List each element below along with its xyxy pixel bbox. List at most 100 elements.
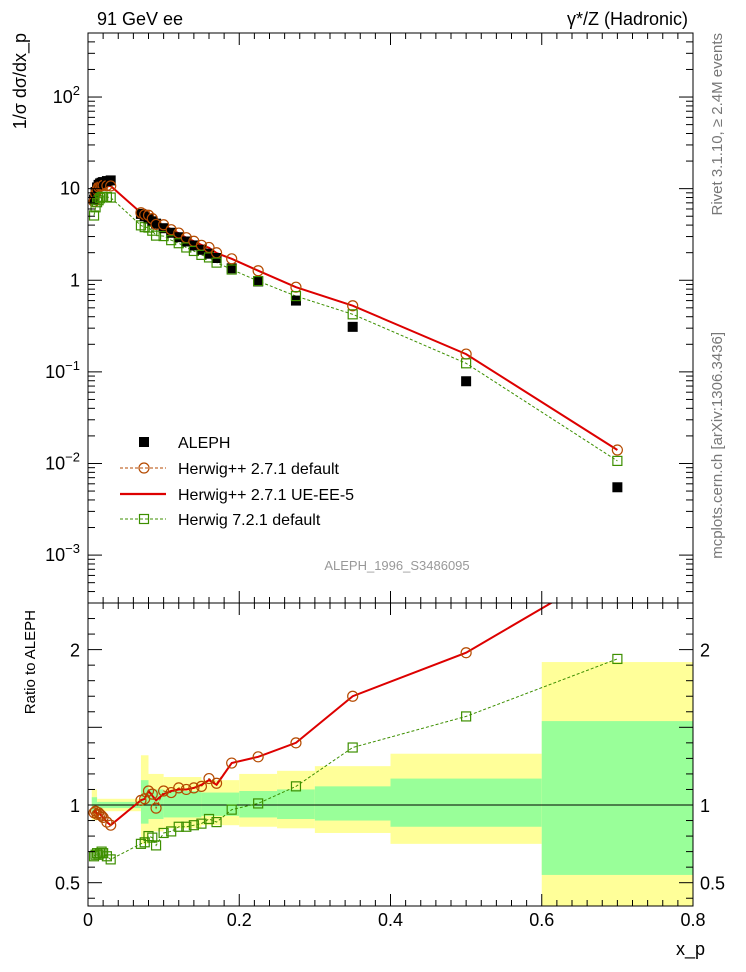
axis-ticks [87, 32, 694, 906]
header-right: γ*/Z (Hadronic) [567, 9, 688, 29]
main-panel-markers [88, 175, 623, 493]
herwig7-point-21 [211, 257, 222, 268]
herwig7-ratio-point-18 [188, 820, 199, 831]
legend-marker-aleph [139, 437, 149, 447]
aleph-point-20 [204, 248, 214, 259]
legend: ALEPH Herwig++ 2.7.1 default Herwig++ 2.7.… [120, 435, 354, 529]
herwig7-ratio-point-21 [211, 816, 222, 828]
herwig7-ratio-point-9 [135, 838, 147, 849]
side-label-top: Rivet 3.1.10, ≥ 2.4M events [709, 33, 726, 216]
herwig7-ratio-point-12 [147, 832, 158, 843]
watermark: ALEPH_1996_S3486095 [324, 558, 469, 573]
ratio-tick-label-right-0: 0.5 [700, 874, 725, 894]
herwigpp-default-ratio-point-18 [188, 782, 200, 794]
herwigpp-default-ratio-point-19 [195, 780, 208, 792]
herwigpp-default-ratio-point-14 [158, 785, 170, 797]
green-band-8 [314, 786, 391, 821]
legend-label-3: Herwig 7.2.1 default [178, 512, 321, 529]
legend-label-1: Herwig++ 2.7.1 default [178, 461, 340, 478]
herwig7-ratio-point-17 [181, 821, 192, 832]
herwig7-ratio-point-11 [143, 830, 154, 842]
y-tick-label-5: 102 [53, 83, 80, 107]
x-tick-label-2: 0.4 [378, 910, 403, 930]
x-axis-label: x_p [676, 939, 705, 960]
ratio-line-series-1 [93, 603, 554, 827]
herwig7-point-23 [253, 275, 264, 287]
herwigpp-default-ratio-point-11 [142, 785, 155, 797]
herwigpp-default-point-24 [290, 281, 302, 293]
x-tick-label-1: 0.2 [227, 910, 252, 930]
herwigpp-default-ratio-point-4 [94, 808, 106, 820]
herwig7-ratio-point-16 [173, 821, 184, 832]
aleph-point-18 [188, 240, 199, 251]
aleph-point-23 [253, 276, 264, 287]
herwigpp-default-ratio-point-24 [290, 737, 302, 749]
aleph-point-13 [151, 218, 162, 229]
herwigpp-default-ratio-point-17 [180, 783, 192, 796]
y-tick-label-0: 10−3 [45, 541, 80, 565]
x-tick-label-3: 0.6 [529, 910, 554, 930]
herwig7-point-25 [347, 309, 358, 320]
ratio-tick-label-left-1: 1 [70, 796, 80, 816]
green-band-9 [390, 778, 542, 827]
herwigpp-default-point-8 [105, 180, 117, 192]
herwig7-point-0 [88, 210, 100, 221]
aleph-point-17 [181, 236, 192, 247]
herwig7-ratio-point-23 [253, 798, 264, 809]
herwigpp-default-ratio-point-12 [146, 788, 158, 800]
herwigpp-default-ratio-point-25 [347, 690, 359, 702]
herwigpp-default-point-15 [165, 224, 177, 236]
header-left: 91 GeV ee [97, 9, 183, 29]
herwigpp-default-point-22 [226, 253, 238, 265]
axis-tick-labels: 0 0.2 0.4 0.6 0.8 10−3 10−2 10−1 1 10 102 0.5 0.5 1 1 2… [45, 83, 725, 930]
aleph-point-14 [158, 223, 169, 234]
aleph-point-26 [461, 376, 472, 387]
ratio-tick-label-right-1: 1 [700, 796, 710, 816]
y-tick-label-4: 10 [60, 179, 80, 199]
aleph-point-22 [226, 263, 237, 274]
herwigpp-default-ratio-point-16 [173, 782, 185, 794]
legend-label-2: Herwig++ 2.7.1 UE-EE-5 [178, 487, 354, 504]
herwig7-point-22 [226, 264, 237, 275]
legend-item-0: ALEPH [139, 435, 230, 452]
x-tick-label-4: 0.8 [680, 910, 705, 930]
ratio-error-bands [91, 662, 693, 906]
ratio-y-axis-label: Ratio to ALEPH [22, 610, 39, 714]
herwig7-point-24 [290, 290, 302, 302]
legend-label-0: ALEPH [178, 435, 230, 452]
aleph-point-25 [347, 321, 358, 332]
x-tick-label-0: 0 [83, 910, 93, 930]
legend-marker-square [138, 513, 150, 525]
green-band-10 [541, 721, 693, 875]
green-band-6 [239, 791, 278, 818]
herwig7-ratio-point-13 [150, 840, 162, 851]
herwig7-ratio-point-14 [158, 827, 169, 839]
herwig7-point-26 [461, 358, 472, 369]
herwig7-point-27 [612, 455, 623, 467]
herwigpp-default-ratio-point-26 [460, 647, 472, 659]
green-band-5 [201, 792, 240, 816]
herwig7-ratio-point-24 [290, 781, 302, 792]
herwigpp-default-point-27 [611, 444, 623, 456]
herwig7-ratio-point-6 [98, 848, 109, 859]
ratio-tick-label-right-2: 2 [700, 641, 710, 661]
herwigpp-default-ratio-point-2 [91, 808, 103, 820]
y-axis-label: 1/σ dσ/dx_p [10, 33, 31, 129]
ratio-panel-lines [93, 603, 618, 860]
y-tick-label-3: 1 [70, 270, 80, 290]
legend-marker-circle [138, 462, 150, 474]
legend-item-2: Herwig++ 2.7.1 UE-EE-5 [120, 487, 354, 504]
aleph-point-16 [173, 232, 184, 243]
legend-item-1: Herwig++ 2.7.1 default [120, 461, 340, 478]
legend-item-3: Herwig 7.2.1 default [120, 512, 321, 529]
herwigpp-default-ratio-point-7 [101, 816, 113, 828]
green-band-2 [140, 780, 149, 824]
herwig7-ratio-point-8 [105, 854, 116, 865]
herwig7-point-8 [105, 192, 116, 203]
herwigpp-default-ratio-point-21 [210, 777, 223, 789]
herwigpp-default-point-23 [252, 265, 264, 277]
green-band-7 [277, 789, 315, 819]
herwig7-ratio-point-25 [347, 742, 358, 753]
herwig7-point-4 [94, 193, 106, 204]
herwig7-ratio-point-26 [461, 711, 472, 722]
